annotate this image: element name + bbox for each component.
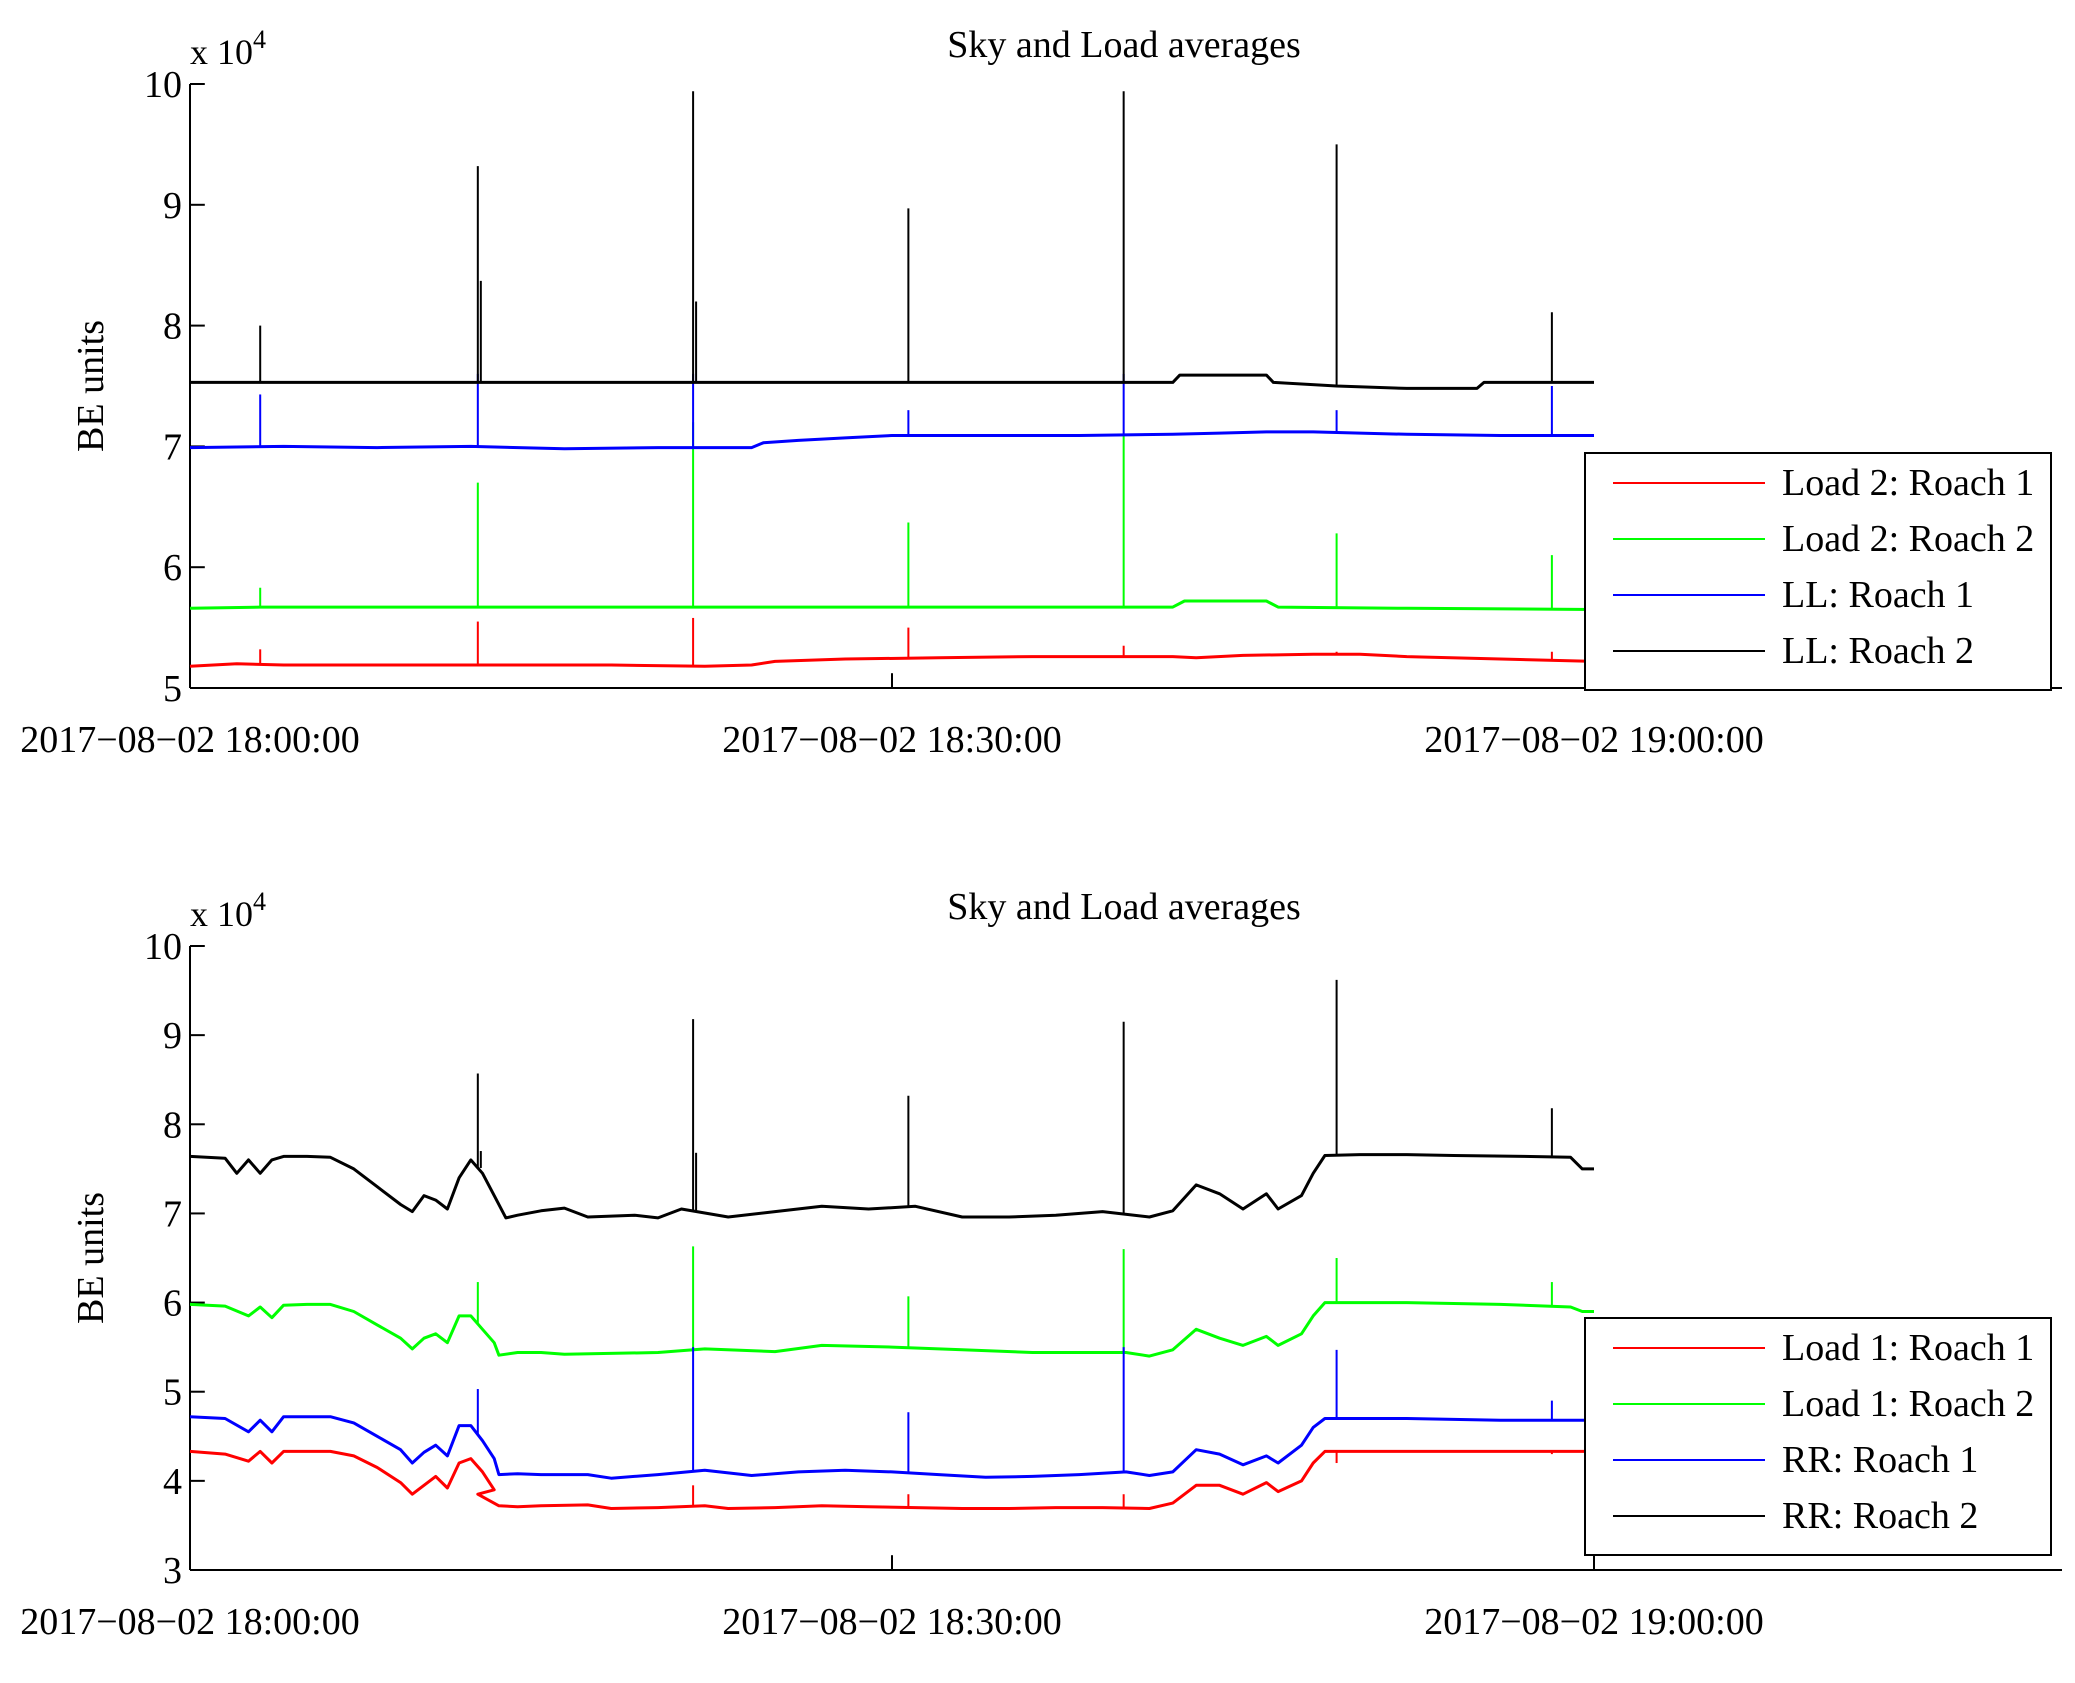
series-0	[189, 617, 1595, 668]
x-tick-label: 2017−08−02 19:00:00	[1424, 719, 1763, 761]
y-tick-label: 8	[163, 306, 182, 348]
y-tick-label: 5	[163, 1372, 182, 1414]
series-line	[190, 373, 1594, 390]
y-tick-label: 9	[163, 1015, 182, 1057]
y-axis-label: BE units	[70, 320, 112, 452]
y-axis-label: BE units	[70, 1192, 112, 1324]
y-multiplier-base: x 10	[190, 894, 253, 934]
chart-top: Sky and Load averages x 104 BE units 5 6 7 8 9 1…	[20, 24, 2062, 761]
series-line	[189, 1153, 1594, 1220]
series-2	[189, 373, 1594, 451]
legend: Load 2: Roach 1 Load 2: Roach 2 LL: Roach …	[1584, 452, 2052, 691]
legend: Load 1: Roach 1 Load 1: Roach 2 RR: Roach …	[1584, 1317, 2052, 1556]
y-multiplier-exponent: 4	[253, 887, 266, 916]
chart-title: Sky and Load averages	[947, 24, 1301, 66]
y-tick-label: 6	[163, 547, 182, 589]
legend-label: Load 2: Roach 1	[1782, 462, 2034, 504]
y-tick-label: 6	[163, 1283, 182, 1325]
series-1	[189, 422, 1595, 611]
y-tick-label: 5	[163, 668, 182, 710]
legend-label: RR: Roach 1	[1782, 1439, 1978, 1481]
y-multiplier-exponent: 4	[253, 25, 266, 54]
series-2	[189, 1347, 1594, 1480]
y-tick-label: 9	[163, 185, 182, 227]
series-line	[189, 1449, 1594, 1510]
legend-label: RR: Roach 2	[1782, 1495, 1978, 1537]
y-tick-label: 7	[163, 426, 182, 468]
y-tick-label: 4	[163, 1461, 182, 1503]
chart-title: Sky and Load averages	[947, 886, 1301, 928]
series-line	[189, 430, 1594, 451]
series-0	[189, 1449, 1594, 1510]
y-tick-label: 3	[163, 1550, 182, 1592]
x-tick-label: 2017−08−02 18:30:00	[722, 719, 1061, 761]
series-line	[189, 599, 1595, 611]
x-tick-label: 2017−08−02 18:00:00	[20, 719, 359, 761]
series-3	[189, 979, 1594, 1220]
y-tick-label: 10	[144, 926, 182, 968]
y-multiplier: x 104	[190, 25, 266, 72]
series-3	[190, 91, 1594, 390]
legend-label: LL: Roach 1	[1782, 574, 1974, 616]
series-line	[189, 652, 1595, 668]
x-tick-label: 2017−08−02 18:00:00	[20, 1601, 359, 1643]
y-tick-label: 10	[144, 64, 182, 106]
legend-label: Load 1: Roach 1	[1782, 1327, 2034, 1369]
series-1	[189, 1246, 1594, 1358]
legend-label: Load 2: Roach 2	[1782, 518, 2034, 560]
y-multiplier: x 104	[190, 887, 266, 934]
y-tick-label: 8	[163, 1104, 182, 1146]
legend-label: LL: Roach 2	[1782, 630, 1974, 672]
x-tick-label: 2017−08−02 19:00:00	[1424, 1601, 1763, 1643]
x-tick-label: 2017−08−02 18:30:00	[722, 1601, 1061, 1643]
y-multiplier-base: x 10	[190, 32, 253, 72]
series-line	[189, 1415, 1594, 1480]
y-tick-label: 7	[163, 1193, 182, 1235]
legend-label: Load 1: Roach 2	[1782, 1383, 2034, 1425]
series-line	[189, 1301, 1594, 1358]
